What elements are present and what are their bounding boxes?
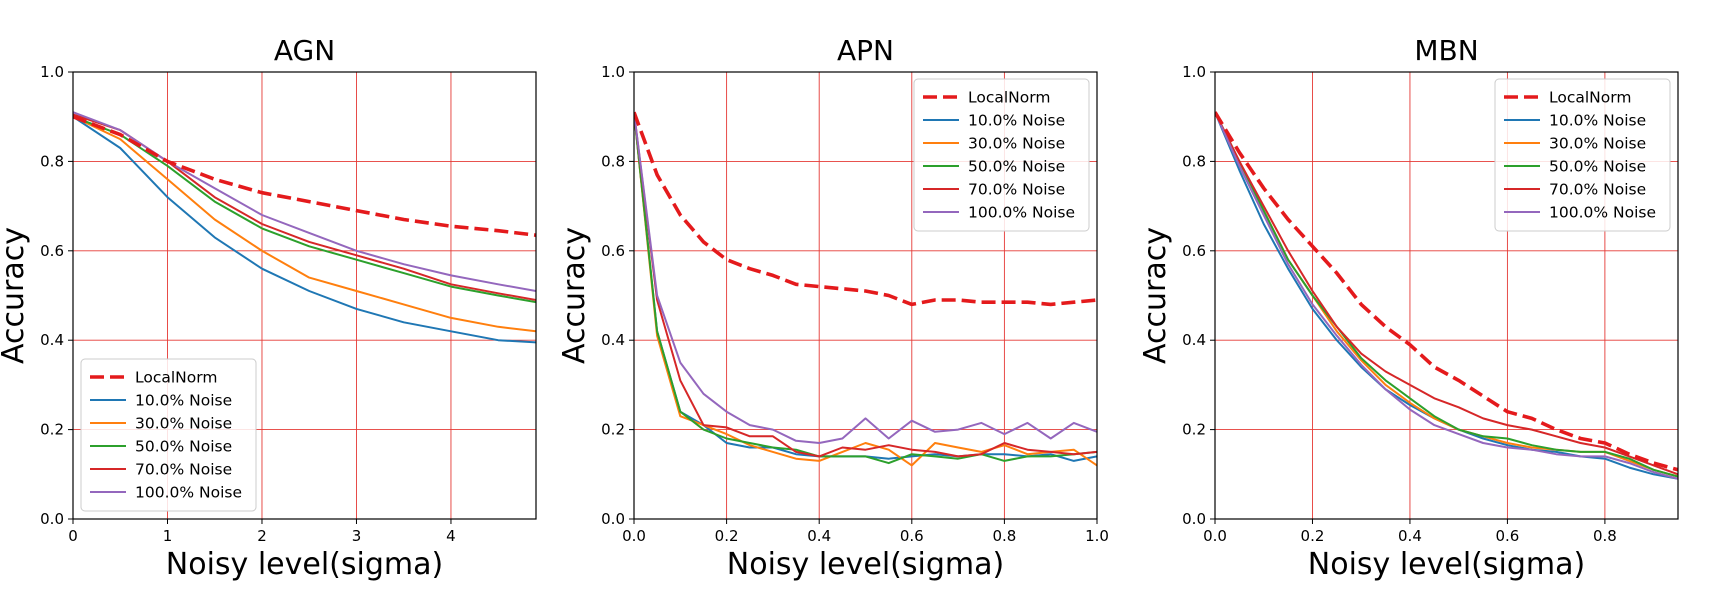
legend-label-10-0-noise: 10.0% Noise [968, 112, 1065, 130]
legend-label-30-0-noise: 30.0% Noise [968, 135, 1065, 153]
chart-panel-agn: 0 1 2 3 4 0.0 0.2 0.4 0.6 0.8 1.0 AGN Noisy level(si… [0, 34, 537, 582]
series-lines [634, 111, 1097, 467]
series-line-100-0-noise [634, 112, 1097, 444]
legend-label-10-0-noise: 10.0% Noise [135, 392, 232, 410]
legend-box [80, 358, 257, 512]
legend-label-localnorm: LocalNorm [968, 89, 1050, 107]
x-axis-title: Noisy level(sigma) [1308, 547, 1585, 582]
legend-label-50-0-noise: 50.0% Noise [1549, 158, 1646, 176]
series-line-30-0-noise [634, 112, 1097, 467]
legend: LocalNorm 10.0% Noise 30.0% Noise 50.0% Noi… [80, 358, 257, 512]
x-tick-label: 0.6 [1495, 527, 1519, 545]
series-lines [1215, 111, 1678, 480]
series-line-50-0-noise [634, 112, 1097, 465]
x-tick-label: 1 [163, 527, 173, 545]
y-tick-label: 0.2 [1182, 421, 1206, 439]
panel-title: APN [837, 34, 894, 67]
y-tick-label: 0.0 [1182, 510, 1206, 528]
y-tick-label: 0.6 [1182, 242, 1206, 260]
legend-label-50-0-noise: 50.0% Noise [968, 158, 1065, 176]
series-line-localnorm [73, 115, 536, 237]
legend-label-localnorm: LocalNorm [1549, 89, 1631, 107]
plot-frame [1214, 71, 1679, 520]
x-tick-label: 0.6 [900, 527, 924, 545]
series-line-50-0-noise [73, 115, 536, 304]
legend: LocalNorm 10.0% Noise 30.0% Noise 50.0% Noi… [1494, 78, 1671, 232]
series-line-10-0-noise [73, 115, 536, 344]
y-tick-label: 0.4 [40, 331, 64, 349]
x-tick-label: 0.4 [807, 527, 831, 545]
series-line-30-0-noise [73, 115, 536, 333]
legend-label-30-0-noise: 30.0% Noise [1549, 135, 1646, 153]
x-tick-label: 3 [352, 527, 362, 545]
y-axis-title: Accuracy [0, 227, 31, 364]
y-tick-label: 0.8 [601, 152, 625, 170]
legend-label-70-0-noise: 70.0% Noise [135, 461, 232, 479]
x-tick-label: 0.4 [1398, 527, 1422, 545]
y-tick-label: 0.6 [601, 242, 625, 260]
series-line-70-0-noise [1215, 111, 1678, 476]
series-line-localnorm [634, 111, 1097, 307]
y-tick-label: 0.4 [1182, 331, 1206, 349]
x-tick-label: 2 [257, 527, 267, 545]
legend-label-10-0-noise: 10.0% Noise [1549, 112, 1646, 130]
y-tick-label: 0.0 [601, 510, 625, 528]
y-tick-label: 1.0 [1182, 63, 1206, 81]
y-tick-label: 0.8 [1182, 152, 1206, 170]
x-tick-label: 0.2 [1301, 527, 1325, 545]
x-tick-label: 0.0 [622, 527, 646, 545]
legend-label-70-0-noise: 70.0% Noise [1549, 181, 1646, 199]
legend-box [913, 78, 1090, 232]
legend-label-localnorm: LocalNorm [135, 369, 217, 387]
y-tick-label: 0.2 [601, 421, 625, 439]
panel-title: AGN [274, 34, 335, 67]
legend-box [1494, 78, 1671, 232]
legend-label-100-0-noise: 100.0% Noise [135, 484, 242, 502]
plot-frame [72, 71, 537, 520]
y-tick-label: 1.0 [601, 63, 625, 81]
series-line-70-0-noise [73, 113, 536, 301]
x-tick-label: 1.0 [1085, 527, 1109, 545]
chart-panel-apn: 0.0 0.2 0.4 0.6 0.8 1.0 0.0 0.2 0.4 0.6 0.8 1.0 APN N… [557, 34, 1109, 582]
x-axis-title: Noisy level(sigma) [727, 547, 1004, 582]
x-tick-label: 0.2 [715, 527, 739, 545]
x-tick-label: 0.0 [1203, 527, 1227, 545]
series-line-50-0-noise [1215, 111, 1678, 478]
y-axis-title: Accuracy [1138, 227, 1173, 364]
y-tick-label: 0.4 [601, 331, 625, 349]
series-line-localnorm [1215, 111, 1678, 472]
legend-label-100-0-noise: 100.0% Noise [1549, 204, 1656, 222]
legend-label-100-0-noise: 100.0% Noise [968, 204, 1075, 222]
legend-label-50-0-noise: 50.0% Noise [135, 438, 232, 456]
x-axis-title: Noisy level(sigma) [166, 547, 443, 582]
y-tick-label: 1.0 [40, 63, 64, 81]
series-line-100-0-noise [1215, 111, 1678, 480]
panel-title: MBN [1414, 34, 1478, 67]
x-tick-label: 4 [446, 527, 456, 545]
x-tick-label: 0.8 [992, 527, 1016, 545]
plot-frame [633, 71, 1098, 520]
legend-label-70-0-noise: 70.0% Noise [968, 181, 1065, 199]
legend: LocalNorm 10.0% Noise 30.0% Noise 50.0% Noi… [913, 78, 1090, 232]
x-tick-label: 0.8 [1593, 527, 1617, 545]
chart-panel-mbn: 0.0 0.2 0.4 0.6 0.8 0.0 0.2 0.4 0.6 0.8 1.0 MBN Nois… [1138, 34, 1679, 582]
y-tick-label: 0.6 [40, 242, 64, 260]
series-line-70-0-noise [634, 112, 1097, 458]
y-axis-title: Accuracy [557, 227, 592, 364]
y-tick-label: 0.8 [40, 152, 64, 170]
y-tick-label: 0.0 [40, 510, 64, 528]
x-tick-label: 0 [68, 527, 78, 545]
legend-label-30-0-noise: 30.0% Noise [135, 415, 232, 433]
series-lines [73, 111, 536, 344]
y-tick-label: 0.2 [40, 421, 64, 439]
